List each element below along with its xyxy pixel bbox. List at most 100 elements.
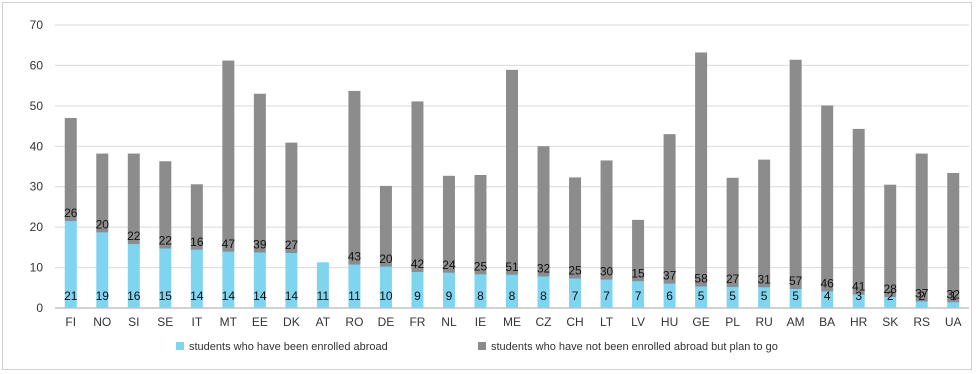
data-label-plan: 20 (379, 252, 393, 266)
bar-enrolled-DE (379, 266, 392, 308)
bar-plan-AM (789, 59, 802, 289)
x-tick-label: NL (441, 315, 457, 329)
x-tick-label: AM (787, 315, 805, 329)
data-label-enrolled: 9 (446, 289, 453, 303)
bar-enrolled-RO (348, 264, 361, 308)
bar-plan-IT (190, 184, 203, 250)
data-label-plan: 25 (568, 263, 582, 277)
data-label-plan: 30 (600, 265, 614, 279)
legend-label-0: students who have been enrolled abroad (189, 341, 388, 353)
data-label-enrolled: 8 (477, 289, 484, 303)
bar-enrolled-UA (947, 302, 960, 308)
bar-enrolled-LV (632, 281, 645, 308)
bar-plan-HR (852, 128, 865, 295)
bar-enrolled-NO (96, 232, 109, 308)
bar-plan-DK (285, 142, 298, 254)
data-label-plan: 37 (915, 287, 929, 301)
data-label-enrolled: 5 (698, 289, 705, 303)
data-label-enrolled: 21 (64, 289, 78, 303)
x-tick-label: SI (128, 315, 139, 329)
bar-plan-DE (379, 185, 392, 267)
data-label-plan: 32 (537, 261, 551, 275)
bar-enrolled-FR (411, 272, 424, 308)
bar-plan-RS (915, 153, 928, 302)
bar-plan-EE (253, 93, 266, 253)
bar-plan-FI (64, 117, 77, 222)
x-tick-label: DE (378, 315, 395, 329)
x-tick-label: EE (252, 315, 268, 329)
x-tick-label: BA (819, 315, 835, 329)
data-label-plan: 32 (947, 287, 961, 301)
bar-enrolled-AT (316, 262, 329, 308)
data-label-plan: 25 (474, 259, 488, 273)
bar-enrolled-DK (285, 253, 298, 308)
x-tick-label: NO (93, 315, 111, 329)
x-tick-label: AT (316, 315, 331, 329)
data-label-enrolled: 14 (190, 289, 204, 303)
data-label-enrolled: 9 (414, 289, 421, 303)
data-label-plan: 37 (663, 269, 677, 283)
bar-enrolled-FI (64, 221, 77, 308)
bar-plan-LV (632, 219, 645, 282)
x-tick-label: HR (850, 315, 868, 329)
legend-swatch-1 (478, 342, 486, 350)
chart-frame: 0 10 20 30 40 50 60 70 21 26 FI 19 20 NO 16 22 SI 15 22 SE 1… (2, 2, 972, 370)
data-label-plan: 16 (190, 235, 204, 249)
x-tick-label: CH (566, 315, 583, 329)
data-label-plan: 57 (789, 274, 803, 288)
stacked-bar-chart: 0102030405060702126FI1920NO1622SI1522SE1… (30, 18, 969, 353)
bar-enrolled-LT (600, 279, 613, 308)
legend-label-1: students who have not been enrolled abro… (491, 341, 778, 353)
legend-swatch-0 (176, 342, 184, 350)
x-tick-label: ME (503, 315, 521, 329)
bar-enrolled-AM (789, 288, 802, 308)
bar-enrolled-HR (852, 294, 865, 308)
data-label-enrolled: 4 (824, 289, 831, 303)
bar-plan-SE (159, 161, 172, 249)
bar-enrolled-MT (222, 251, 235, 308)
x-tick-label: MT (220, 315, 238, 329)
data-label-enrolled: 14 (222, 289, 236, 303)
bar-plan-RO (348, 90, 361, 265)
x-tick-label: FI (65, 315, 76, 329)
bar-plan-ME (506, 69, 518, 275)
data-label-enrolled: 6 (666, 289, 673, 303)
bar-enrolled-GE (695, 286, 708, 308)
data-label-enrolled: 3 (855, 289, 862, 303)
data-label-enrolled: 5 (729, 289, 736, 303)
bar-enrolled-SI (127, 244, 140, 308)
bar-enrolled-CZ (537, 276, 550, 308)
data-label-enrolled: 5 (761, 289, 768, 303)
bar-enrolled-PL (726, 286, 739, 308)
bar-enrolled-RU (758, 287, 771, 308)
data-label-enrolled: 2 (918, 289, 925, 303)
x-tick-label: IE (475, 315, 486, 329)
data-label-enrolled: 8 (540, 289, 547, 303)
bar-plan-CH (569, 177, 582, 279)
y-tick-label: 20 (30, 220, 44, 234)
x-tick-label: FR (409, 315, 425, 329)
bar-plan-IE (474, 174, 487, 275)
data-label-plan: 51 (505, 260, 519, 274)
data-label-plan: 28 (884, 282, 898, 296)
data-label-enrolled: 7 (572, 289, 579, 303)
bar-plan-FR (411, 101, 424, 273)
data-label-enrolled: 1 (950, 289, 957, 303)
data-label-plan: 39 (253, 238, 267, 252)
y-tick-label: 60 (30, 58, 44, 72)
x-tick-label: PL (725, 315, 740, 329)
y-tick-label: 40 (30, 139, 44, 153)
data-label-enrolled: 16 (127, 289, 141, 303)
bar-enrolled-SK (884, 297, 897, 308)
x-tick-label: IT (191, 315, 202, 329)
bar-enrolled-NL (442, 272, 455, 308)
bar-plan-CZ (537, 146, 550, 277)
x-tick-label: DK (283, 315, 300, 329)
data-label-plan: 58 (694, 272, 708, 286)
data-label-plan: 27 (726, 272, 740, 286)
bar-enrolled-HU (663, 283, 676, 308)
data-label-plan: 31 (757, 272, 771, 286)
bar-plan-SK (884, 184, 897, 298)
x-tick-label: SK (882, 315, 898, 329)
data-label-plan: 15 (631, 266, 645, 280)
